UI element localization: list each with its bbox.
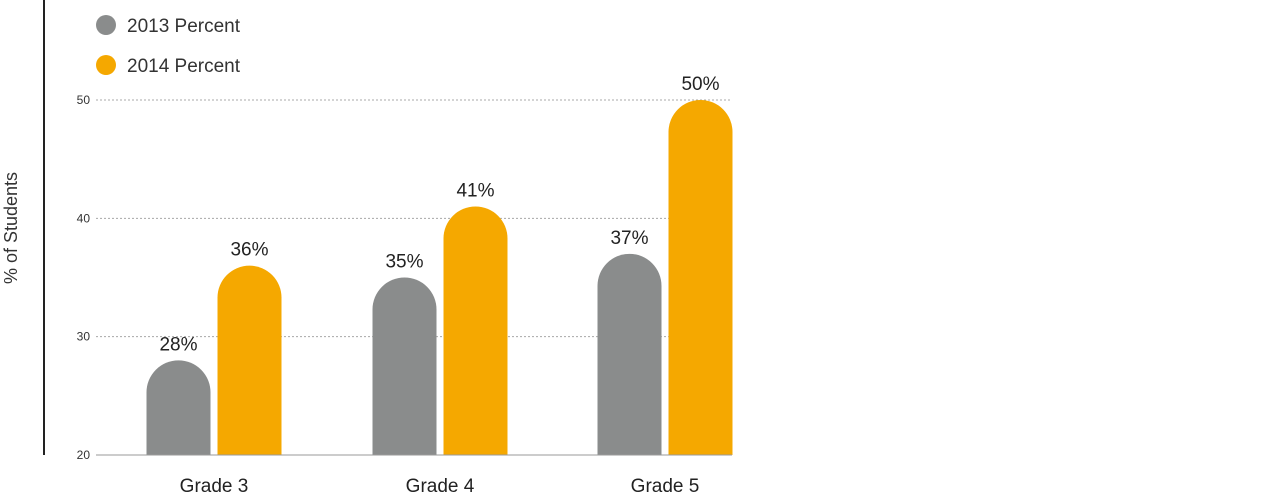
y-tick-labels: 20 30 40 50 <box>77 93 91 462</box>
bars <box>146 100 733 455</box>
legend: 2013 Percent 2014 Percent <box>96 15 241 77</box>
legend-swatch-2014 <box>96 55 116 75</box>
y-tick-label: 30 <box>77 330 91 344</box>
x-tick-label: Grade 5 <box>631 476 700 497</box>
bar-2013-grade-3 <box>146 360 211 455</box>
gridlines <box>96 99 732 338</box>
bar-2013-grade-5 <box>597 253 662 455</box>
x-tick-label: Grade 4 <box>406 476 475 497</box>
legend-label-2013: 2013 Percent <box>127 16 241 37</box>
y-axis-title: % of Students <box>1 172 21 284</box>
data-label: 41% <box>456 181 494 202</box>
data-label: 35% <box>385 252 423 273</box>
y-tick-label: 40 <box>77 211 91 225</box>
legend-label-2014: 2014 Percent <box>127 56 241 77</box>
bar-2014-grade-5 <box>668 100 733 455</box>
y-tick-label: 20 <box>77 448 91 462</box>
data-label: 36% <box>230 240 268 261</box>
data-label: 37% <box>610 228 648 249</box>
bar-2014-grade-4 <box>443 206 508 455</box>
data-label: 28% <box>159 334 197 355</box>
x-tick-label: Grade 3 <box>180 476 249 497</box>
bar-2014-grade-3 <box>217 265 282 455</box>
data-labels: 28% 36% 35% 41% 37% 50% <box>159 74 719 355</box>
data-label: 50% <box>681 74 719 95</box>
bar-2013-grade-4 <box>372 277 437 455</box>
x-tick-labels: Grade 3 Grade 4 Grade 5 <box>180 476 700 497</box>
y-tick-label: 50 <box>77 93 91 107</box>
legend-swatch-2013 <box>96 15 116 35</box>
